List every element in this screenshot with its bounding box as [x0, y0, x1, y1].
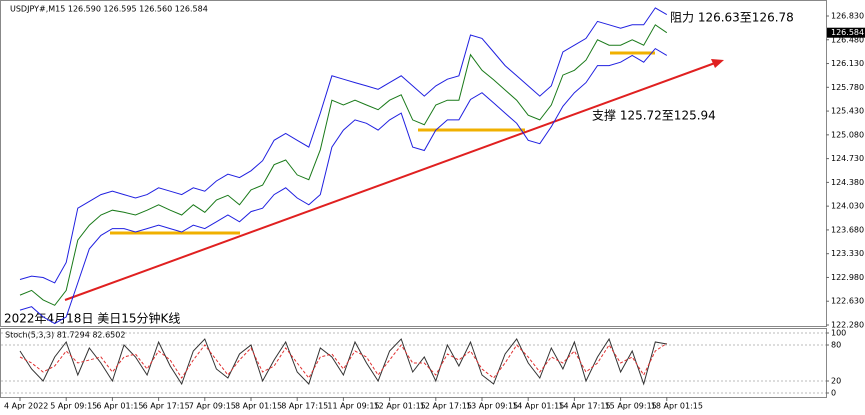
x-tick-label: 6 Apr 01:15: [96, 402, 143, 411]
price-label: 126.584: [831, 28, 864, 37]
x-tick-label: 12 Apr 17:15: [420, 402, 472, 411]
chart-title: USDJPY#,M15 126.590 126.595 126.560 126.…: [10, 5, 208, 14]
series-line: [19, 342, 668, 379]
x-tick-label: 5 Apr 09:15: [50, 402, 97, 411]
y-tick-label: 20: [831, 377, 841, 386]
y-tick-label: 123.330: [831, 249, 864, 258]
stoch-title: Stoch(5,3,3) 81.7294 82.6502: [5, 331, 125, 340]
y-tick-label: 125.080: [831, 130, 864, 139]
y-tick-label: 0: [831, 389, 836, 398]
series-line: [19, 24, 668, 306]
y-tick-label: 100: [831, 329, 846, 338]
y-tick-label: 125.780: [831, 83, 864, 92]
y-tick-label: 126.830: [831, 12, 864, 21]
y-tick-label: 80: [831, 341, 841, 350]
series-line: [19, 7, 668, 284]
y-tick-label: 124.030: [831, 202, 864, 211]
x-tick-label: 13 Apr 09:15: [466, 402, 518, 411]
x-tick-label: 8 Apr 17:15: [281, 402, 328, 411]
y-tick-label: 122.630: [831, 297, 864, 306]
series-line: [19, 47, 668, 325]
annotation: 支撑 125.72至125.94: [592, 108, 716, 123]
annotation: 2022年4月18日 美日15分钟K线: [4, 311, 180, 326]
x-tick-label: 4 Apr 2022: [4, 402, 48, 411]
annotation: 阻力 126.63至126.78: [670, 11, 794, 25]
x-tick-label: 7 Apr 09:15: [189, 402, 236, 411]
price-box: [827, 27, 865, 38]
trend-line: [64, 62, 716, 301]
x-tick-label: 6 Apr 17:15: [143, 402, 190, 411]
y-tick-label: 126.130: [831, 59, 864, 68]
y-tick-label: 124.380: [831, 178, 864, 187]
y-tick-label: 125.430: [831, 107, 864, 116]
x-tick-label: 15 Apr 09:15: [605, 402, 657, 411]
x-tick-label: 14 Apr 17:15: [558, 402, 610, 411]
series-line: [19, 337, 667, 386]
stoch-panel: [0, 328, 827, 398]
x-tick-label: 11 Apr 09:15: [327, 402, 379, 411]
y-tick-label: 124.730: [831, 154, 864, 163]
y-tick-label: 126.480: [831, 35, 864, 44]
x-tick-label: 12 Apr 01:15: [374, 402, 426, 411]
trend-arrow: [711, 59, 724, 68]
x-tick-label: 8 Apr 01:15: [235, 402, 282, 411]
y-tick-label: 122.280: [831, 321, 864, 330]
y-tick-label: 123.680: [831, 225, 864, 234]
y-tick-label: 122.980: [831, 273, 864, 282]
x-tick-label: 14 Apr 01:15: [512, 402, 564, 411]
x-tick-label: 18 Apr 01:15: [651, 402, 703, 411]
main-panel: [0, 0, 827, 327]
